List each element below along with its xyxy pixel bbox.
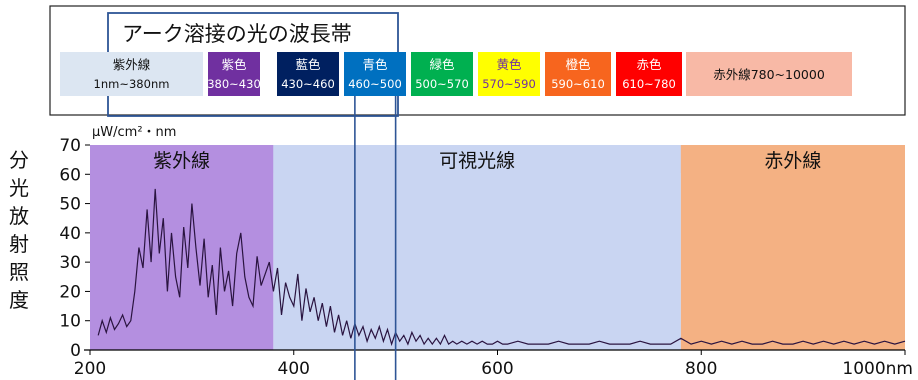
band-name: 赤色: [636, 57, 662, 72]
region-header: [273, 145, 681, 173]
spectral-regions: [90, 145, 905, 350]
band-label: 赤外線780~10000: [713, 67, 825, 82]
band-range: 570~590: [482, 77, 536, 91]
x-axis-ticks: 200 400 600 800 1000nm: [74, 350, 913, 379]
wavelength-band-panel: アーク溶接の光の波長帯 紫外線 1nm~380nm 紫色 380~430 藍色 430~4…: [49, 5, 906, 117]
band-name: 青色: [362, 57, 388, 72]
band-name: 橙色: [565, 57, 591, 72]
band-cell: [616, 52, 682, 96]
region-label: 赤外線: [764, 150, 821, 172]
band-cell: [60, 52, 203, 96]
y-axis-label-char: 光: [9, 176, 29, 200]
y-tick-label: 30: [59, 253, 81, 273]
y-tick-label: 0: [70, 341, 81, 361]
y-axis-label-char: 照: [9, 260, 29, 284]
region-header: [680, 145, 905, 173]
region-rect: [273, 145, 681, 350]
x-tick-label: 800: [685, 359, 717, 379]
y-tick-label: 10: [59, 312, 81, 332]
x-tick-label: 400: [278, 359, 310, 379]
y-tick-label: 70: [59, 136, 81, 156]
region-rect: [680, 145, 905, 350]
band-range: 380~430: [207, 77, 261, 91]
band-cell: [277, 52, 339, 96]
spectrum-series-line: [97, 188, 906, 347]
y-tick-label: 20: [59, 282, 81, 302]
band-cell: [411, 52, 473, 96]
band-cell: [478, 52, 540, 96]
band-range: 1nm~380nm: [94, 77, 170, 91]
y-axis-ticks: 0 10 20 30 40 50 60 70: [59, 136, 90, 361]
band-cell: [545, 52, 611, 96]
band-range: 610~780: [622, 77, 676, 91]
y-tick-label: 40: [59, 224, 81, 244]
y-tick-label: 60: [59, 165, 81, 185]
region-header: [90, 145, 274, 173]
x-tick-label: 600: [481, 359, 513, 379]
y-axis-label-char: 度: [9, 288, 29, 312]
band-name: 紫外線: [113, 57, 151, 72]
band-range: 500~570: [415, 77, 469, 91]
x-tick-label: 200: [74, 359, 106, 379]
band-range: 590~610: [551, 77, 605, 91]
band-cell: [208, 52, 260, 96]
y-axis-label-char: 放: [9, 204, 29, 228]
y-axis-label-char: 射: [9, 232, 29, 256]
y-tick-label: 50: [59, 195, 81, 215]
unit-label: μW/cm²・nm: [92, 125, 176, 140]
band-range: 460~500: [348, 77, 402, 91]
chart-title: アーク溶接の光の波長帯: [122, 22, 352, 46]
band-cell: [686, 52, 852, 96]
region-label: 紫外線: [153, 150, 210, 172]
band-name: 藍色: [295, 57, 321, 72]
y-axis-label-char: 分: [9, 148, 29, 172]
region-label: 可視光線: [439, 150, 515, 172]
band-range: 430~460: [281, 77, 335, 91]
band-name: 黄色: [496, 57, 522, 72]
band-name: 紫色: [221, 57, 247, 72]
plot-area: 紫外線 可視光線 赤外線 200 400 600 800 1000nm 0 10 20 30 40 5…: [9, 96, 913, 380]
region-rect: [90, 145, 274, 350]
band-cell: [344, 52, 406, 96]
band-name: 緑色: [429, 57, 455, 72]
blue-band-guides: [354, 96, 397, 380]
x-tick-label: 1000nm: [842, 359, 913, 379]
region-labels: 紫外線 可視光線 赤外線: [153, 150, 821, 172]
band-cells: 紫外線 1nm~380nm 紫色 380~430 藍色 430~460 青色 460~500 緑…: [60, 52, 852, 96]
